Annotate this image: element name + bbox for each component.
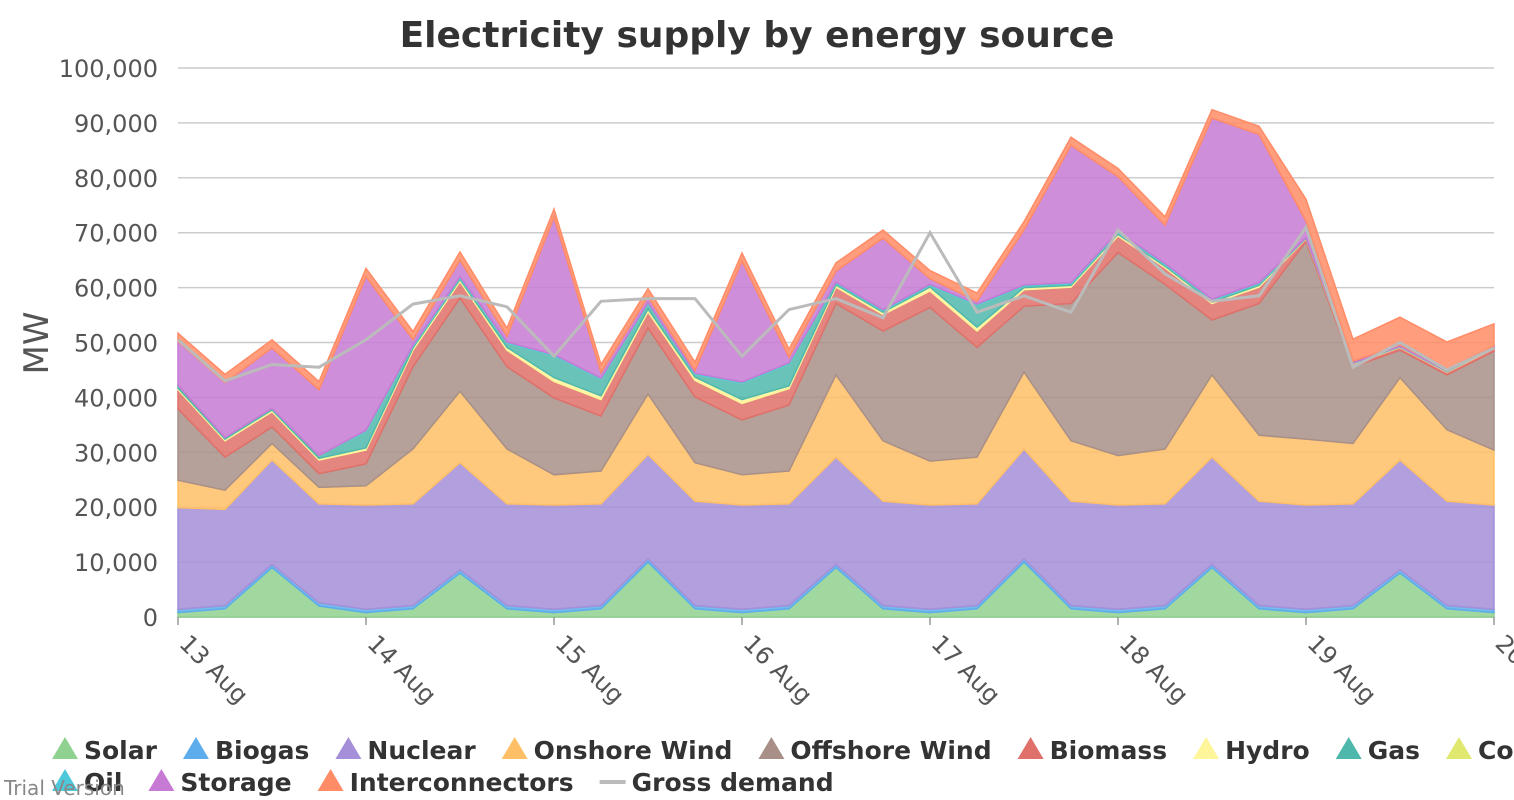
- x-tick-label: 14 Aug: [362, 629, 442, 709]
- y-tick-label: 40,000: [74, 384, 158, 412]
- legend-triangle-icon-oil: [52, 769, 78, 791]
- y-axis-ticks: 0 10,000 20,000 30,000 40,000 50,000 60,000 70,…: [59, 55, 158, 632]
- legend: Solar Biogas Nuclear Onshore Wind Offshore W…: [52, 736, 1514, 797]
- legend-label-oil: Oil: [84, 768, 122, 797]
- legend-label-biogas: Biogas: [215, 736, 309, 765]
- y-axis-title: MW: [17, 312, 57, 375]
- y-tick-label: 60,000: [74, 275, 158, 303]
- y-tick-label: 70,000: [74, 220, 158, 248]
- legend-label-gross-demand: Gross demand: [632, 768, 834, 797]
- legend-triangle-icon-offshore-wind: [758, 737, 785, 759]
- stacked-areas: [177, 108, 1495, 618]
- x-axis-ticks: 13 Aug 14 Aug 15 Aug 16 Aug 17 Aug 18 Aug 19 A…: [174, 617, 1514, 709]
- x-tick-label: 18 Aug: [1114, 629, 1194, 709]
- legend-triangle-icon-biogas: [182, 737, 209, 759]
- trial-watermark: Trial Version: [3, 776, 125, 800]
- y-tick-label: 20,000: [74, 494, 158, 522]
- gross-demand-line: [177, 223, 1495, 383]
- y-tick-label: 30,000: [74, 439, 158, 467]
- legend-label-interconnectors: Interconnectors: [350, 768, 574, 797]
- x-tick-label: 17 Aug: [926, 629, 1006, 709]
- legend-triangle-icon-storage: [148, 769, 175, 791]
- legend-label-gas: Gas: [1368, 736, 1420, 765]
- legend-triangle-icon-nuclear: [335, 737, 362, 759]
- legend-triangle-icon-coal: [1445, 737, 1472, 759]
- gross-demand-path: [177, 223, 1495, 383]
- legend-label-onshore-wind: Onshore Wind: [534, 736, 733, 765]
- legend-label-biomass: Biomass: [1050, 736, 1167, 765]
- x-tick-label: 15 Aug: [550, 629, 630, 709]
- legend-triangle-icon-interconnectors: [317, 769, 344, 791]
- legend-label-coal: Coal: [1478, 736, 1514, 765]
- legend-triangle-icon-hydro: [1193, 737, 1220, 759]
- legend-triangle-icon-onshore-wind: [501, 737, 528, 759]
- y-tick-label: 80,000: [74, 165, 158, 193]
- legend-label-offshore-wind: Offshore Wind: [790, 736, 991, 765]
- legend-label-nuclear: Nuclear: [367, 736, 476, 765]
- chart-title: Electricity supply by energy source: [400, 15, 1115, 56]
- x-tick-label: 16 Aug: [738, 629, 818, 709]
- y-tick-label: 10,000: [74, 549, 158, 577]
- y-tick-label: 50,000: [74, 330, 158, 358]
- legend-triangle-icon-biomass: [1017, 737, 1044, 759]
- y-tick-label: 0: [143, 604, 158, 632]
- x-tick-label: 20 Aug: [1490, 629, 1514, 709]
- legend-label-solar: Solar: [84, 736, 158, 765]
- y-tick-label: 90,000: [74, 110, 158, 138]
- legend-triangle-icon-solar: [52, 737, 78, 759]
- legend-label-hydro: Hydro: [1225, 736, 1310, 765]
- x-tick-label: 19 Aug: [1302, 629, 1382, 709]
- x-tick-label: 13 Aug: [174, 629, 254, 709]
- y-tick-label: 100,000: [59, 55, 158, 83]
- legend-triangle-icon-gas: [1335, 737, 1362, 759]
- legend-label-storage: Storage: [180, 768, 291, 797]
